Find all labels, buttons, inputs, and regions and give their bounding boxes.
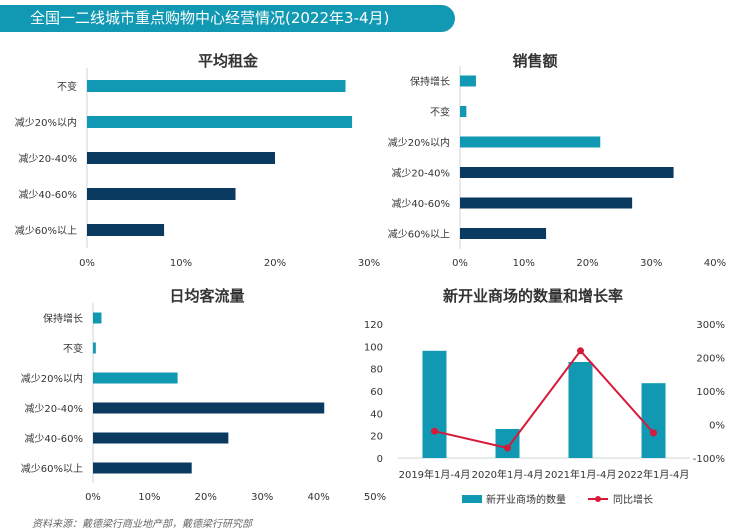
chart-2-category-label: 减少20-40% xyxy=(391,168,450,180)
source-note: 资料来源：戴德梁行商业地产部，戴德梁行研究部 xyxy=(32,519,252,530)
header-banner: 全国一二线城市重点购物中心经营情况(2022年3-4月) xyxy=(0,5,455,32)
chart-4-left-tick-label: 80 xyxy=(370,365,383,376)
chart-3-category-label: 减少40-60% xyxy=(24,433,83,445)
chart-3-category-label: 不变 xyxy=(63,342,83,355)
chart-2-tick-label: 10% xyxy=(513,258,535,269)
chart-3-category-label: 减少60%以上 xyxy=(21,463,83,475)
chart-3-category-label: 减少20%以内 xyxy=(21,372,83,385)
chart-2-category-label: 不变 xyxy=(430,106,450,119)
chart-1-bar xyxy=(87,188,236,200)
chart-4-category-label: 2021年1月-4月 xyxy=(545,468,617,481)
chart-3-category-label: 保持增长 xyxy=(43,312,83,325)
chart-4-left-tick-label: 40 xyxy=(370,409,383,420)
chart-4-category-label: 2020年1月-4月 xyxy=(472,468,544,481)
chart-1-category-label: 减少20%以内 xyxy=(15,116,77,129)
chart-1-category-label: 减少40-60% xyxy=(18,189,77,201)
chart-4-bar xyxy=(422,350,447,458)
chart-3-bar xyxy=(93,342,96,354)
chart-3-tick-label: 30% xyxy=(251,492,273,503)
chart-1-bar xyxy=(87,224,165,236)
chart-4-right-tick-label: 0% xyxy=(709,421,725,432)
chart-4-growth-line xyxy=(434,349,655,450)
chart-4-category-label: 2022年1月-4月 xyxy=(618,468,690,481)
chart-4-right-tick-label: -100% xyxy=(693,454,725,465)
chart-1-category-label: 不变 xyxy=(57,80,77,93)
chart-4-right-tick-label: 300% xyxy=(696,320,725,331)
chart-4-growth-point xyxy=(577,347,584,355)
chart-2-category-label: 减少20%以内 xyxy=(388,136,450,149)
chart-3-bar xyxy=(93,402,325,414)
legend-bar-label: 新开业商场的数量 xyxy=(486,493,566,506)
chart-4-left-tick-label: 100 xyxy=(364,342,383,353)
chart-1-tick-label: 0% xyxy=(79,258,95,269)
chart-3-tick-label: 50% xyxy=(364,492,386,503)
chart-3-tick-label: 40% xyxy=(307,492,329,503)
chart-1-title: 平均租金 xyxy=(198,52,259,70)
chart-2-tick-label: 40% xyxy=(704,258,726,269)
chart-3-title: 日均客流量 xyxy=(169,287,244,305)
chart-2-bar xyxy=(460,197,633,209)
chart-4-bar xyxy=(641,383,666,458)
chart-2-bar xyxy=(460,136,601,148)
chart-3-bar xyxy=(93,462,192,474)
chart-4-left-tick-label: 60 xyxy=(370,387,383,398)
legend-bar-swatch xyxy=(462,495,482,503)
chart-4-right-tick-label: 200% xyxy=(696,354,725,365)
chart-1-bar xyxy=(87,80,346,92)
chart-3-tick-label: 0% xyxy=(85,492,101,503)
chart-1-bar xyxy=(87,152,275,164)
chart-1-category-label: 减少20-40% xyxy=(18,153,77,165)
chart-3-tick-label: 10% xyxy=(138,492,160,503)
chart-1-tick-label: 10% xyxy=(170,258,192,269)
chart-4-title: 新开业商场的数量和增长率 xyxy=(443,287,623,305)
chart-3-bar xyxy=(93,432,229,444)
page-title: 全国一二线城市重点购物中心经营情况(2022年3-4月) xyxy=(30,9,390,27)
chart-2-tick-label: 30% xyxy=(640,258,662,269)
chart-3-tick-label: 20% xyxy=(195,492,217,503)
chart-4-growth-point xyxy=(504,444,511,452)
chart-2-category-label: 减少60%以上 xyxy=(388,229,450,241)
chart-4-left-tick-label: 0 xyxy=(377,454,383,465)
chart-4-category-label: 2019年1月-4月 xyxy=(399,468,471,481)
chart-3-category-label: 减少20-40% xyxy=(24,403,83,415)
chart-4-bar xyxy=(495,428,520,458)
chart-4-growth-point xyxy=(650,429,657,437)
chart-2-category-label: 保持增长 xyxy=(410,75,450,88)
chart-2-bar xyxy=(460,167,674,178)
chart-1-tick-label: 20% xyxy=(264,258,286,269)
chart-1-tick-label: 30% xyxy=(358,258,380,269)
chart-2-category-label: 减少40-60% xyxy=(391,198,450,210)
chart-2-bar xyxy=(460,106,467,117)
chart-1-category-label: 减少60%以上 xyxy=(15,225,77,237)
chart-4-growth-point xyxy=(431,427,438,435)
chart-2-bar xyxy=(460,228,547,239)
legend-line-marker xyxy=(595,496,601,502)
chart-3-bar xyxy=(93,372,178,384)
chart-4-left-tick-label: 120 xyxy=(364,320,383,331)
legend-line-label: 同比增长 xyxy=(613,493,653,506)
chart-4-right-tick-label: 100% xyxy=(696,387,725,398)
chart-3-bar xyxy=(93,312,102,324)
chart-2-tick-label: 0% xyxy=(452,258,468,269)
chart-1-bar xyxy=(87,116,353,128)
chart-4-left-tick-label: 20 xyxy=(370,432,383,443)
chart-2-bar xyxy=(460,75,476,87)
chart-4-bar xyxy=(568,361,593,458)
chart-2-title: 销售额 xyxy=(512,52,557,70)
chart-2-tick-label: 20% xyxy=(576,258,598,269)
